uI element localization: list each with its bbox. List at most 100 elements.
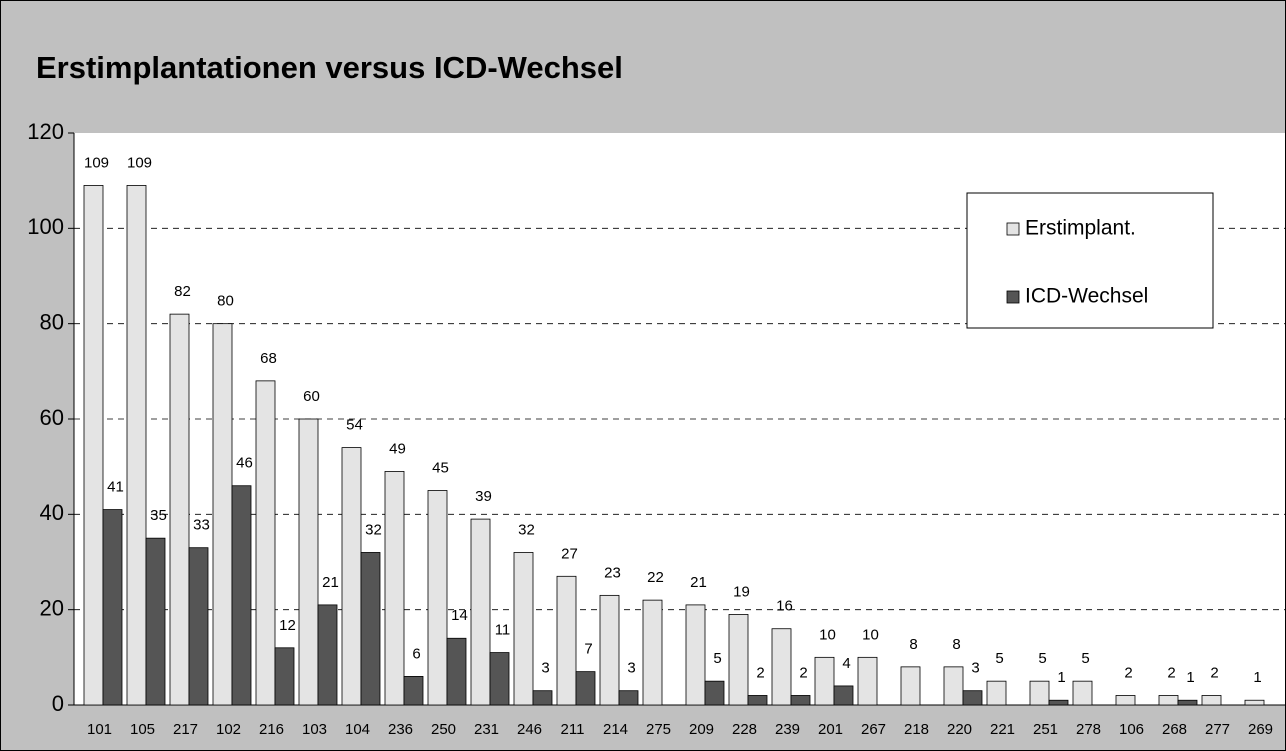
bar xyxy=(1158,695,1179,706)
legend-swatch xyxy=(1006,290,1020,304)
legend-swatch xyxy=(1006,222,1020,236)
bar xyxy=(1115,695,1136,706)
y-tick-label: 40 xyxy=(40,500,64,525)
bar xyxy=(728,614,749,706)
bar xyxy=(1048,699,1069,706)
value-label: 3 xyxy=(971,660,979,677)
x-tick-label: 214 xyxy=(603,721,628,738)
x-tick-label: 246 xyxy=(517,721,542,738)
bar xyxy=(403,676,424,706)
x-tick-label: 236 xyxy=(388,721,413,738)
chart-title: Erstimplantationen versus ICD-Wechsel xyxy=(36,50,623,85)
bar xyxy=(83,185,104,706)
x-tick-label: 104 xyxy=(345,721,370,738)
value-label: 32 xyxy=(518,521,535,538)
value-label: 39 xyxy=(475,488,492,505)
bar xyxy=(857,656,878,706)
x-tick-label: 101 xyxy=(87,721,112,738)
value-label: 80 xyxy=(217,293,234,310)
x-tick-label: 220 xyxy=(947,721,972,738)
bar xyxy=(1177,699,1198,706)
x-tick-label: 103 xyxy=(302,721,327,738)
bar xyxy=(556,575,577,706)
value-label: 54 xyxy=(346,417,363,434)
x-tick-label: 105 xyxy=(130,721,155,738)
y-tick-label: 100 xyxy=(27,214,64,239)
bar xyxy=(599,594,620,706)
x-tick-label: 231 xyxy=(474,721,499,738)
value-label: 21 xyxy=(322,574,339,591)
bar xyxy=(790,695,811,706)
bar xyxy=(747,695,768,706)
bar xyxy=(126,185,147,706)
value-label: 41 xyxy=(107,479,124,496)
bar xyxy=(427,490,448,706)
legend-label: ICD-Wechsel xyxy=(1025,285,1148,308)
bar xyxy=(771,628,792,706)
x-tick-label: 269 xyxy=(1248,721,1273,738)
y-tick-label: 60 xyxy=(40,405,64,430)
bar xyxy=(532,690,553,706)
value-label: 45 xyxy=(432,459,449,476)
value-label: 2 xyxy=(1124,664,1132,681)
bar xyxy=(814,656,835,706)
value-label: 32 xyxy=(365,521,382,538)
value-label: 5 xyxy=(1081,650,1089,667)
bar xyxy=(618,690,639,706)
bar xyxy=(986,680,1007,706)
value-label: 3 xyxy=(627,660,635,677)
x-tick-label: 216 xyxy=(259,721,284,738)
value-label: 19 xyxy=(733,583,750,600)
x-tick-label: 221 xyxy=(990,721,1015,738)
y-tick-label: 80 xyxy=(40,309,64,334)
value-label: 68 xyxy=(260,350,277,367)
bar xyxy=(470,518,491,706)
bar xyxy=(513,552,534,706)
bar xyxy=(943,666,964,706)
bar xyxy=(231,485,252,706)
value-label: 23 xyxy=(604,564,621,581)
value-label: 82 xyxy=(174,283,191,300)
bar xyxy=(900,666,921,706)
bar xyxy=(255,380,276,706)
x-tick-label: 209 xyxy=(689,721,714,738)
x-tick-label: 201 xyxy=(818,721,843,738)
bar xyxy=(1072,680,1093,706)
value-label: 2 xyxy=(799,664,807,681)
y-tick-label: 0 xyxy=(52,691,64,716)
value-label: 2 xyxy=(1210,664,1218,681)
value-label: 14 xyxy=(451,607,468,624)
value-label: 109 xyxy=(84,154,109,171)
bar xyxy=(212,323,233,706)
bar xyxy=(384,471,405,706)
x-tick-label: 217 xyxy=(173,721,198,738)
x-tick-label: 106 xyxy=(1119,721,1144,738)
value-label: 5 xyxy=(1038,650,1046,667)
x-tick-label: 268 xyxy=(1162,721,1187,738)
x-tick-label: 277 xyxy=(1205,721,1230,738)
bar xyxy=(102,509,123,706)
value-label: 5 xyxy=(713,650,721,667)
value-label: 4 xyxy=(842,655,850,672)
bar xyxy=(962,690,983,706)
x-tick-label: 275 xyxy=(646,721,671,738)
bar xyxy=(642,599,663,706)
value-label: 60 xyxy=(303,388,320,405)
value-label: 46 xyxy=(236,455,253,472)
value-label: 2 xyxy=(756,664,764,681)
value-label: 6 xyxy=(412,645,420,662)
x-tick-label: 250 xyxy=(431,721,456,738)
bar xyxy=(446,637,467,706)
bar xyxy=(145,537,166,706)
bar xyxy=(274,647,295,706)
bar xyxy=(169,313,190,706)
value-label: 27 xyxy=(561,545,578,562)
value-label: 22 xyxy=(647,569,664,586)
value-label: 2 xyxy=(1167,664,1175,681)
x-tick-label: 278 xyxy=(1076,721,1101,738)
value-label: 16 xyxy=(776,598,793,615)
y-tick-label: 20 xyxy=(40,595,64,620)
value-label: 3 xyxy=(541,660,549,677)
value-label: 10 xyxy=(862,626,879,643)
x-tick-label: 211 xyxy=(561,721,585,738)
